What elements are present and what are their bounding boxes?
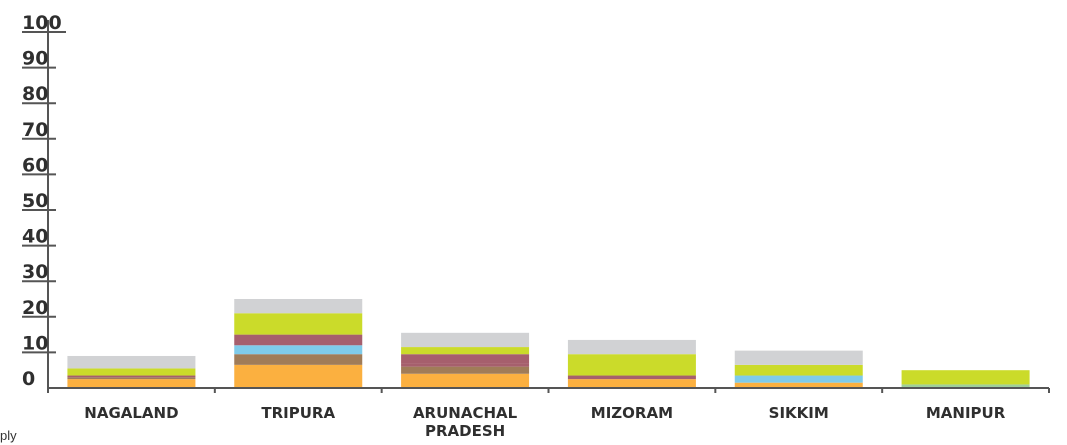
bar-stack-mizoram (567, 339, 696, 388)
bar-segment (67, 355, 196, 369)
bar-stack-nagaland (67, 355, 196, 388)
y-tick-label: 0 (22, 368, 35, 390)
x-category-label: MANIPUR (926, 404, 1006, 422)
bar-segment (734, 375, 863, 383)
bar-segment (67, 368, 196, 376)
bar-segment (234, 364, 363, 388)
bar-segment (734, 382, 863, 388)
y-tick-label: 20 (22, 297, 48, 319)
bar-segment (567, 354, 696, 376)
bar-segment (567, 379, 696, 388)
y-tick-label: 100 (22, 12, 62, 34)
bar-stack-manipur (901, 370, 1030, 388)
footnote-fragment: ply (0, 428, 17, 443)
bar-stack-sikkim (734, 350, 863, 388)
y-tick-label: 10 (22, 332, 48, 354)
bar-area (67, 299, 1030, 388)
y-tick-label: 40 (22, 226, 48, 248)
bar-segment (234, 299, 363, 314)
bar-stack-arunachal-pradesh (401, 332, 530, 388)
bar-segment (234, 334, 363, 346)
bar-stack-tripura (234, 299, 363, 388)
bar-segment (401, 347, 530, 355)
bar-segment (901, 370, 1030, 385)
x-category-label: TRIPURA (261, 404, 335, 422)
y-tick-label: 90 (22, 48, 48, 70)
y-axis: 0 10 20 30 40 50 60 70 80 90 100 (22, 12, 66, 390)
bar-segment (401, 332, 530, 348)
y-tick-label: 60 (22, 154, 48, 176)
x-category-label: NAGALAND (84, 404, 178, 422)
bar-segment (67, 377, 196, 380)
bar-segment (234, 345, 363, 355)
bar-segment (401, 373, 530, 388)
bar-segment (401, 354, 530, 364)
x-category-label: ARUNACHAL (413, 404, 518, 422)
x-category-label: SIKKIM (769, 404, 829, 422)
bar-segment (67, 375, 196, 378)
x-category-label: MIZORAM (591, 404, 673, 422)
bar-segment (567, 339, 696, 355)
bar-segment (734, 364, 863, 376)
y-tick-label: 70 (22, 119, 48, 141)
bar-segment (234, 313, 363, 335)
y-tick-label: 80 (22, 83, 48, 105)
bar-segment (567, 375, 696, 380)
x-category-label: PRADESH (425, 422, 505, 440)
bar-segment (901, 384, 1030, 388)
bar-segment (234, 354, 363, 365)
y-tick-label: 50 (22, 190, 48, 212)
bar-segment (734, 350, 863, 365)
bar-segment (401, 363, 530, 367)
bar-segment (67, 379, 196, 388)
y-tick-label: 30 (22, 261, 48, 283)
bar-segment (401, 366, 530, 374)
